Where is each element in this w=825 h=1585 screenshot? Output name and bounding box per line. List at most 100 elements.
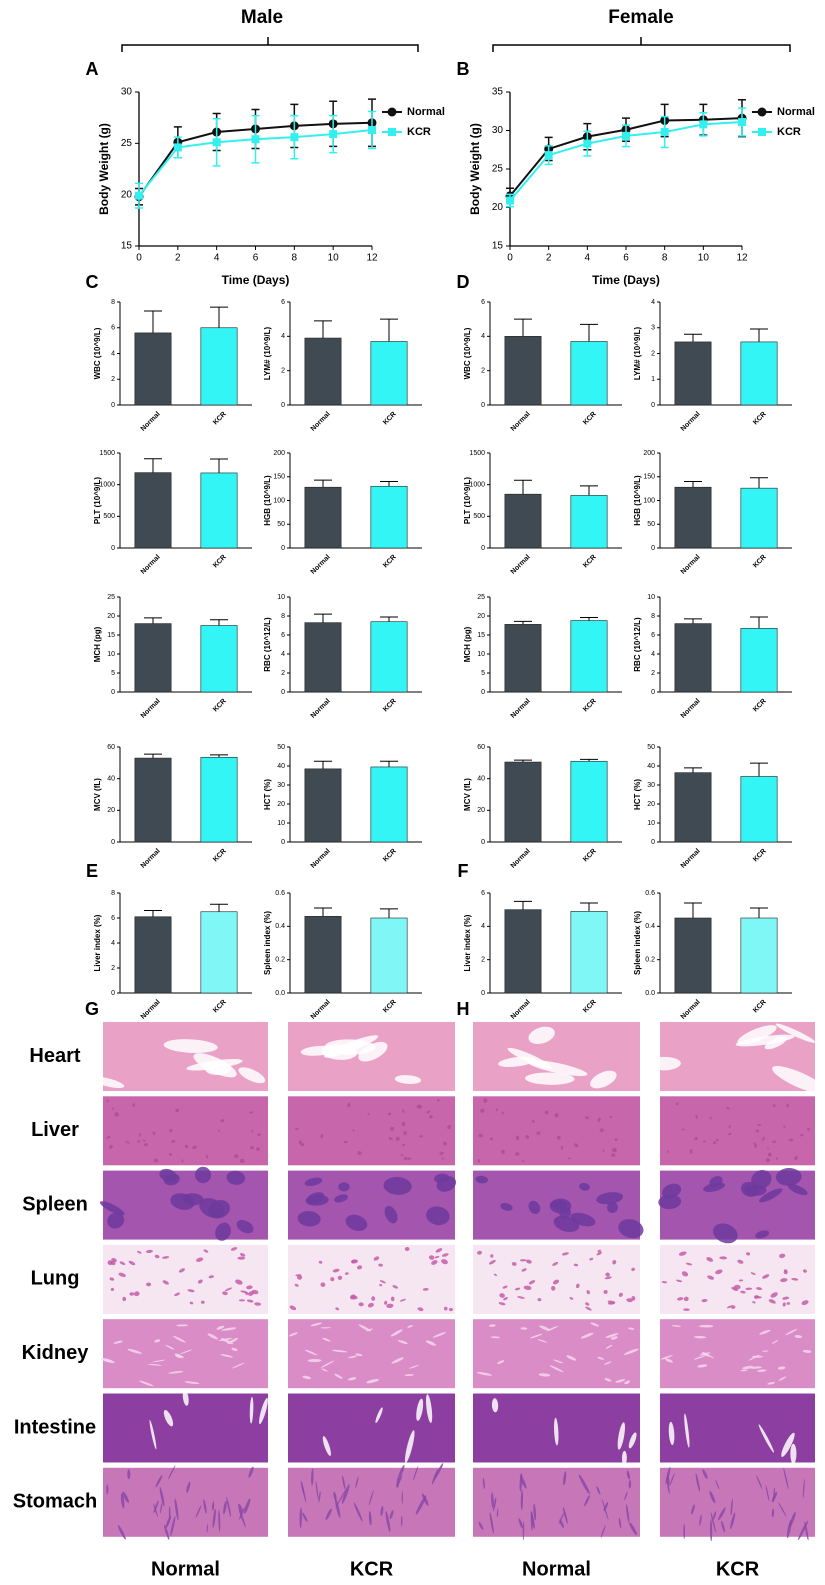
x-tick-label: 6: [623, 253, 629, 264]
marker: [329, 130, 337, 138]
y-tick-label: 4: [281, 651, 285, 658]
marker: [699, 120, 707, 128]
legend-label: KCR: [777, 126, 801, 138]
error-bar: [514, 319, 532, 336]
x-tick-label: Normal: [140, 848, 162, 870]
error-bar: [580, 903, 598, 911]
bar: [741, 342, 777, 405]
y-tick-label: 4: [651, 651, 655, 658]
x-tick-label: Normal: [140, 554, 162, 576]
x-tick-label: 0: [136, 253, 142, 264]
bar: [741, 488, 777, 548]
marker: [738, 118, 746, 126]
y-tick-label: 150: [643, 474, 655, 481]
x-tick-label: KCR: [212, 554, 228, 570]
x-axis-label: Time (Days): [592, 273, 660, 287]
column-label: Normal: [151, 1558, 220, 1580]
y-axis-label: Body Weight (g): [97, 123, 111, 215]
tissue-detail: [239, 1299, 245, 1301]
y-tick-label: 0.4: [645, 923, 655, 930]
y-axis-label: MCV (fL): [93, 778, 102, 811]
histology-image: [103, 1096, 268, 1165]
y-tick-label: 15: [477, 632, 485, 639]
tissue-detail: [402, 1490, 403, 1504]
marker: [545, 151, 553, 159]
tissue-detail: [550, 1199, 571, 1214]
y-axis-label: RBC (10^12/L): [263, 617, 272, 672]
y-tick-label: 6: [481, 299, 485, 306]
legend-label: Normal: [777, 106, 815, 118]
organ-label: Intestine: [14, 1416, 96, 1438]
bar: [675, 487, 711, 548]
y-tick-label: 100: [643, 497, 655, 504]
y-tick-label: 0: [651, 545, 655, 552]
bar: [675, 918, 711, 993]
y-tick-label: 30: [277, 782, 285, 789]
bar: [675, 624, 711, 692]
marker: [290, 133, 298, 141]
y-tick-label: 8: [651, 613, 655, 620]
bar: [305, 623, 341, 692]
marker: [252, 135, 260, 143]
error-bar: [684, 903, 702, 918]
bar: [675, 773, 711, 842]
y-tick-label: 20: [647, 801, 655, 808]
x-axis-label: Time (Days): [222, 273, 290, 287]
legend-marker: [388, 128, 396, 136]
x-tick-label: KCR: [382, 848, 398, 864]
y-tick-label: 2: [481, 368, 485, 375]
error-bar: [750, 763, 768, 776]
bar: [571, 495, 607, 548]
y-tick-label: 20: [477, 807, 485, 814]
y-tick-label: 60: [477, 744, 485, 751]
y-axis-label: Liver index (%): [463, 914, 472, 971]
marker: [174, 143, 182, 151]
x-tick-label: 8: [662, 253, 668, 264]
y-tick-label: 40: [647, 763, 655, 770]
y-tick-label: 8: [111, 890, 115, 897]
legend-marker: [758, 128, 766, 136]
y-tick-label: 6: [651, 632, 655, 639]
y-tick-label: 0.2: [645, 957, 655, 964]
error-bar: [210, 307, 228, 328]
error-bar: [210, 904, 228, 912]
histology-image: [660, 1319, 815, 1388]
y-tick-label: 10: [477, 651, 485, 658]
y-tick-label: 2: [651, 670, 655, 677]
y-axis-label: MCH (pg): [463, 626, 472, 662]
y-tick-label: 4: [281, 333, 285, 340]
error-bar: [144, 459, 162, 473]
error-bar: [684, 768, 702, 773]
panel-letter: E: [86, 861, 98, 881]
bar: [201, 757, 237, 842]
marker: [622, 132, 630, 140]
y-tick-label: 20: [107, 807, 115, 814]
y-tick-label: 25: [107, 594, 115, 601]
y-tick-label: 150: [273, 474, 285, 481]
y-axis-label: PLT (10^9/L): [93, 477, 102, 525]
x-tick-label: KCR: [582, 848, 598, 864]
y-tick-label: 40: [477, 776, 485, 783]
x-tick-label: Normal: [680, 848, 702, 870]
x-tick-label: 2: [175, 253, 181, 264]
y-axis-label: MCH (pg): [93, 626, 102, 662]
y-tick-label: 4: [111, 350, 115, 357]
histology-image: [103, 1319, 268, 1388]
y-tick-label: 8: [281, 613, 285, 620]
x-tick-label: KCR: [582, 999, 598, 1015]
y-tick-label: 10: [647, 820, 655, 827]
error-bar: [580, 486, 598, 496]
error-bar: [750, 329, 768, 342]
error-bar: [314, 761, 332, 769]
bar: [571, 761, 607, 842]
error-bar: [314, 321, 332, 338]
y-tick-label: 25: [121, 138, 133, 149]
tissue-detail: [683, 1524, 685, 1539]
bar: [201, 473, 237, 548]
organ-label: Heart: [29, 1045, 80, 1067]
error-bar: [144, 311, 162, 333]
x-tick-label: 6: [253, 253, 259, 264]
y-axis-label: Spleen index (%): [633, 911, 642, 975]
y-tick-label: 50: [647, 521, 655, 528]
bar: [135, 758, 171, 842]
